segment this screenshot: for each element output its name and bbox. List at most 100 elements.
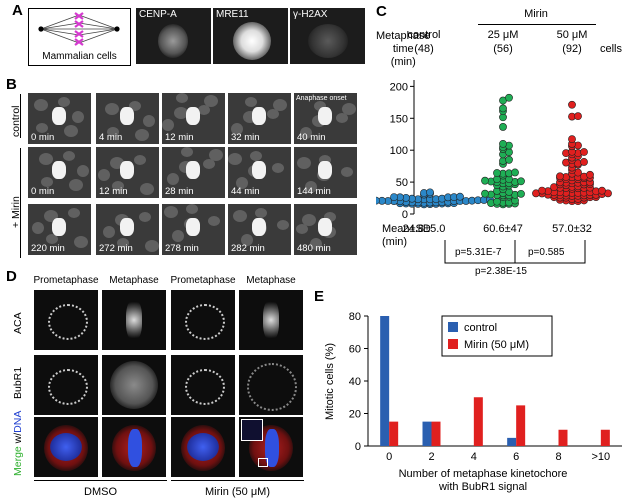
y-tick-label: 150 xyxy=(390,113,408,125)
timelapse-frame: 282 min xyxy=(228,204,291,255)
if-image xyxy=(171,355,235,415)
scatter-point xyxy=(517,177,525,186)
scatter-point xyxy=(499,104,507,113)
mre11-image: MRE11 xyxy=(213,8,288,64)
h2ax-image: γ-H2AX xyxy=(290,8,365,64)
mean-sd-value: 57.0±32 xyxy=(552,223,592,235)
scatter-point xyxy=(505,93,513,102)
mirin-50-label: Mirin (50 μM) xyxy=(204,486,270,498)
timelapse-frame: 144 min xyxy=(294,147,357,198)
dmso-label: DMSO xyxy=(84,486,117,498)
legend-label: control xyxy=(464,322,497,334)
spindle-icon xyxy=(38,12,120,46)
bar xyxy=(507,437,517,446)
e-xtick: 6 xyxy=(513,451,519,460)
if-image xyxy=(34,355,98,415)
scatter-point xyxy=(481,189,489,198)
e-ytick: 20 xyxy=(349,409,361,421)
mean-sd-label: Mean±SD (min) xyxy=(382,223,431,248)
bar xyxy=(389,421,399,446)
scatter-point xyxy=(376,196,380,205)
pvalue-1: p=5.31E-7 xyxy=(455,247,502,258)
e-xtick: 2 xyxy=(428,451,434,460)
group-header: 50 μM (92) xyxy=(556,29,588,55)
scatter-point xyxy=(580,148,588,156)
scatter-point xyxy=(481,176,489,185)
legend xyxy=(441,315,553,357)
timelapse-frame: 32 min xyxy=(228,93,291,144)
timelapse-frame: 12 min xyxy=(96,147,159,198)
scatter-point xyxy=(574,112,582,121)
scatter-point xyxy=(598,186,606,195)
metaphase-time-label: Metaphase time (min) xyxy=(376,30,431,68)
if-image xyxy=(239,290,303,350)
bar xyxy=(380,316,390,446)
mean-sd-value: 24.8±5.0 xyxy=(402,223,446,235)
row-label-merge: Merge w/DNA xyxy=(12,410,24,476)
cells-label: cells xyxy=(600,43,623,55)
bubr1-bar-chart: 0 20 40 60 80 0 2 4 6 8 >10 control Mirin (50 μM) xyxy=(349,311,622,460)
legend-swatch xyxy=(448,339,458,349)
timelapse-frame: 28 min xyxy=(162,147,225,198)
col-header: Prometaphase xyxy=(170,275,236,286)
e-ylabel: Mitotic cells (%) xyxy=(324,342,336,420)
scatter-point xyxy=(426,188,434,197)
scatter-point xyxy=(456,192,464,201)
scatter-point xyxy=(517,189,525,198)
e-ytick: 60 xyxy=(349,344,361,356)
timelapse-frame: 220 min xyxy=(28,204,91,255)
timelapse-frame: 12 min xyxy=(162,93,225,144)
timelapse-frame: 278 min xyxy=(162,204,225,255)
legend-swatch xyxy=(448,322,458,332)
scatter-point xyxy=(511,168,519,177)
scatter-point xyxy=(499,139,507,148)
scatter-point xyxy=(556,172,564,181)
e-ytick: 80 xyxy=(349,311,361,323)
if-image xyxy=(34,290,98,350)
scatter-point xyxy=(493,169,501,177)
zoom-inset xyxy=(241,419,263,441)
e-ytick: 0 xyxy=(355,441,361,453)
timelapse-frame: 40 min Anaphase onset xyxy=(294,93,357,144)
bar xyxy=(558,429,568,446)
scatter-point xyxy=(538,186,546,195)
scatter-point xyxy=(580,158,588,166)
if-image xyxy=(239,355,303,415)
col-header: Prometaphase xyxy=(33,275,99,286)
bar xyxy=(516,405,526,446)
group-header: 25 μM (56) xyxy=(487,29,519,55)
scatter-point xyxy=(568,100,576,109)
pvalue-3: p=2.38E-15 xyxy=(475,266,527,277)
bar xyxy=(422,421,432,446)
scatter-point xyxy=(505,155,513,164)
e-xlabel: Number of metaphase kinetochore with Bub… xyxy=(398,468,568,493)
if-image xyxy=(34,417,98,477)
scatter-point xyxy=(390,193,398,202)
scatter-point xyxy=(499,123,507,131)
scatter-point xyxy=(586,170,594,179)
panel-d-label: D xyxy=(6,268,17,285)
y-tick-label: 50 xyxy=(396,177,408,189)
col-header: Metaphase xyxy=(246,275,296,286)
if-image xyxy=(171,417,235,477)
e-xtick: 0 xyxy=(386,451,392,460)
if-image xyxy=(102,417,166,477)
row-label: ACA xyxy=(12,312,24,334)
metaphase-scatter-plot: 0 50 100 150 200 xyxy=(376,80,612,220)
if-image xyxy=(102,355,166,415)
y-tick-label: 100 xyxy=(390,145,408,157)
pvalue-brackets xyxy=(444,240,586,264)
bar xyxy=(473,397,483,446)
timelapse-frame: 44 min xyxy=(228,147,291,198)
cenpa-image: CENP-A xyxy=(136,8,211,64)
panel-c-label: C xyxy=(376,3,387,20)
timelapse-frame: 4 min xyxy=(96,93,159,144)
col-header: Metaphase xyxy=(109,275,159,286)
panel-e-label: E xyxy=(314,288,325,305)
timelapse-frame: 272 min xyxy=(96,204,159,255)
e-xtick: 8 xyxy=(555,451,561,460)
panel-a-label: A xyxy=(12,2,23,19)
timelapse-frame: 0 min xyxy=(28,93,91,144)
mirin-header: Mirin xyxy=(524,8,548,20)
scatter-point xyxy=(568,135,576,144)
